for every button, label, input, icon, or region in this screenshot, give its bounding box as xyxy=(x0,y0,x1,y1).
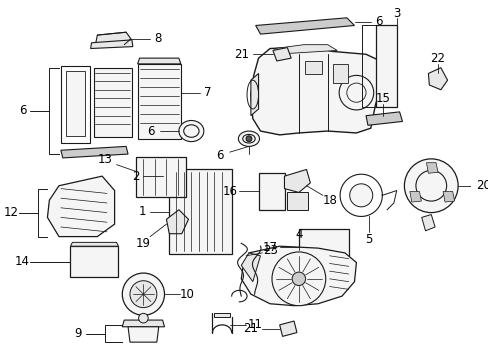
Polygon shape xyxy=(272,48,290,61)
Text: 7: 7 xyxy=(203,86,211,99)
Circle shape xyxy=(245,136,251,141)
Polygon shape xyxy=(90,40,133,49)
Ellipse shape xyxy=(179,121,203,141)
Polygon shape xyxy=(61,147,128,158)
Circle shape xyxy=(349,184,372,207)
Polygon shape xyxy=(70,242,118,246)
Polygon shape xyxy=(214,313,229,317)
Text: 21: 21 xyxy=(243,322,258,335)
Polygon shape xyxy=(241,246,356,306)
Polygon shape xyxy=(421,215,434,231)
Polygon shape xyxy=(409,192,421,202)
Text: 6: 6 xyxy=(147,125,155,138)
Bar xyxy=(287,193,308,210)
Polygon shape xyxy=(137,58,181,64)
Text: 6: 6 xyxy=(19,104,26,117)
Text: 10: 10 xyxy=(180,288,195,301)
Polygon shape xyxy=(166,210,188,234)
Polygon shape xyxy=(366,112,402,125)
Bar xyxy=(298,229,348,265)
Polygon shape xyxy=(122,320,164,327)
Polygon shape xyxy=(279,321,296,336)
Polygon shape xyxy=(442,192,454,202)
Text: 12: 12 xyxy=(3,206,19,219)
Circle shape xyxy=(404,159,457,213)
Bar xyxy=(333,64,347,83)
Bar xyxy=(93,68,132,137)
Text: 22: 22 xyxy=(429,51,445,64)
Text: 20: 20 xyxy=(476,179,488,192)
Text: 17: 17 xyxy=(262,240,277,254)
Bar xyxy=(267,179,275,206)
Text: 6: 6 xyxy=(216,149,224,162)
Text: 4: 4 xyxy=(294,228,302,241)
Ellipse shape xyxy=(238,131,259,147)
Text: 16: 16 xyxy=(222,185,237,198)
Bar xyxy=(169,170,231,254)
Bar xyxy=(375,26,396,107)
Text: 9: 9 xyxy=(74,327,81,340)
Circle shape xyxy=(130,281,157,307)
Polygon shape xyxy=(163,164,183,186)
Text: 8: 8 xyxy=(154,32,161,45)
Bar xyxy=(137,64,181,139)
Bar xyxy=(304,61,321,75)
Polygon shape xyxy=(426,163,437,173)
Polygon shape xyxy=(250,46,383,135)
Text: 2: 2 xyxy=(132,170,139,183)
Circle shape xyxy=(271,252,325,306)
Polygon shape xyxy=(427,68,447,90)
Text: 19: 19 xyxy=(136,237,151,250)
Text: 5: 5 xyxy=(365,233,372,246)
Text: 18: 18 xyxy=(323,194,337,207)
Text: 21: 21 xyxy=(233,48,248,61)
Polygon shape xyxy=(128,327,159,342)
Circle shape xyxy=(122,273,164,315)
Text: 1: 1 xyxy=(139,205,146,218)
Circle shape xyxy=(339,75,373,110)
Bar xyxy=(65,71,85,136)
Text: 11: 11 xyxy=(247,318,262,331)
Polygon shape xyxy=(241,253,260,282)
Text: 13: 13 xyxy=(98,153,112,166)
Bar xyxy=(258,173,285,210)
Text: 23: 23 xyxy=(262,243,277,257)
Circle shape xyxy=(291,272,305,285)
Polygon shape xyxy=(274,45,337,54)
Polygon shape xyxy=(95,32,131,45)
Polygon shape xyxy=(47,176,114,237)
Circle shape xyxy=(138,313,148,323)
Bar xyxy=(70,246,118,277)
Text: 3: 3 xyxy=(392,8,400,21)
Text: 15: 15 xyxy=(375,92,390,105)
Polygon shape xyxy=(250,73,258,116)
Text: 6: 6 xyxy=(374,15,382,28)
Text: 14: 14 xyxy=(15,255,30,268)
Bar xyxy=(136,157,185,197)
Polygon shape xyxy=(284,170,310,193)
Polygon shape xyxy=(255,18,354,34)
